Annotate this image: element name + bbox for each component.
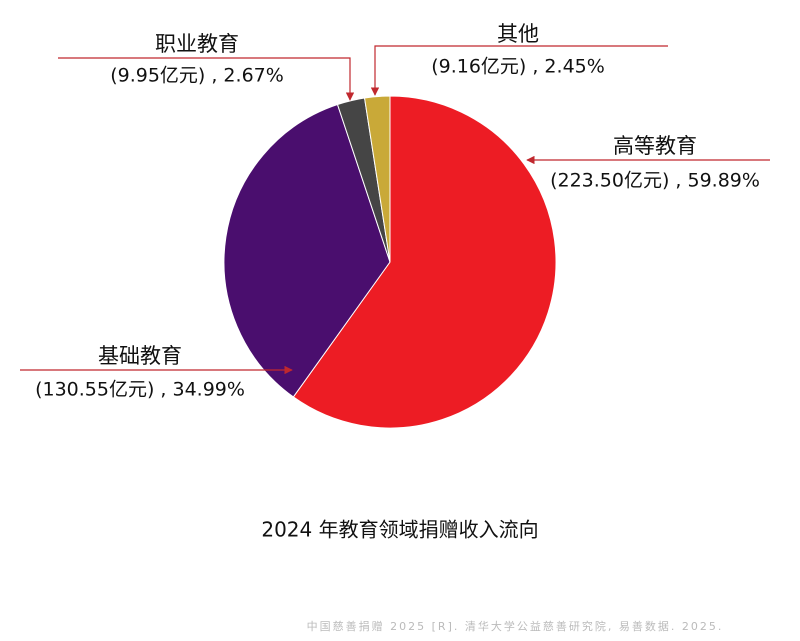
slice-label: 职业教育 — [155, 32, 239, 56]
pie-slice — [292, 95, 557, 429]
value-label: (223.50亿元) , 59.89% — [550, 170, 760, 192]
slice-label: 基础教育 — [98, 344, 182, 368]
leader-line — [370, 45, 668, 96]
pie-slice — [363, 95, 391, 263]
leader-line — [58, 57, 355, 101]
chart-title: 2024 年教育领域捐赠收入流向 — [261, 518, 538, 542]
value-label: (9.95亿元) , 2.67% — [110, 65, 284, 87]
value-label: (130.55亿元) , 34.99% — [35, 379, 245, 401]
source: 中国慈善捐赠 2025 [R]. 清华大学公益慈善研究院, 易善数据. 2025… — [307, 619, 724, 633]
slice-label: 高等教育 — [613, 134, 697, 158]
slice-label: 其他 — [497, 22, 539, 46]
value-label: (9.16亿元) , 2.45% — [431, 56, 605, 78]
pie-slice — [223, 103, 391, 398]
